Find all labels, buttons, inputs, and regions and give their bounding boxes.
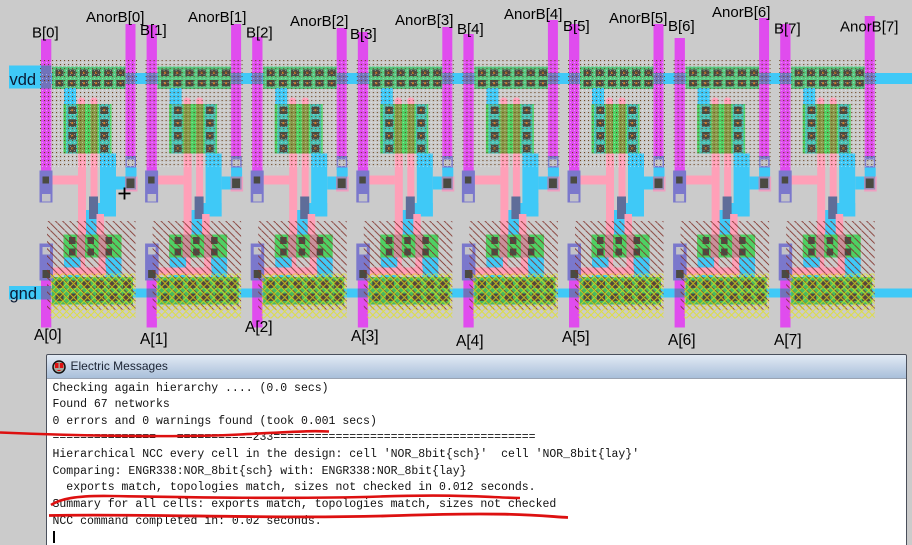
svg-text:A[2]: A[2] xyxy=(245,319,273,336)
svg-text:A[5]: A[5] xyxy=(562,329,590,346)
svg-text:A[4]: A[4] xyxy=(456,333,484,350)
svg-text:B[5]: B[5] xyxy=(563,18,590,35)
svg-text:B[2]: B[2] xyxy=(246,25,273,42)
svg-text:A[7]: A[7] xyxy=(774,332,802,349)
svg-text:AnorB[6]: AnorB[6] xyxy=(712,4,770,21)
svg-text:AnorB[2]: AnorB[2] xyxy=(290,13,348,30)
svg-text:A[6]: A[6] xyxy=(668,332,696,349)
svg-text:AnorB[7]: AnorB[7] xyxy=(840,19,898,36)
svg-text:A[3]: A[3] xyxy=(351,328,379,345)
svg-text:B[0]: B[0] xyxy=(32,25,59,42)
svg-text:B[4]: B[4] xyxy=(457,21,484,38)
svg-text:AnorB[0]: AnorB[0] xyxy=(86,9,144,26)
svg-text:vdd: vdd xyxy=(10,71,37,89)
svg-text:AnorB[3]: AnorB[3] xyxy=(395,12,453,29)
svg-text:B[7]: B[7] xyxy=(774,20,801,37)
svg-text:A[1]: A[1] xyxy=(140,331,168,348)
svg-text:B[3]: B[3] xyxy=(350,26,377,43)
svg-text:AnorB[5]: AnorB[5] xyxy=(609,10,667,27)
svg-text:B[1]: B[1] xyxy=(140,22,167,39)
svg-text:B[6]: B[6] xyxy=(668,18,695,35)
svg-text:AnorB[4]: AnorB[4] xyxy=(504,6,562,23)
svg-text:AnorB[1]: AnorB[1] xyxy=(188,9,246,26)
svg-text:gnd: gnd xyxy=(10,285,38,303)
svg-text:A[0]: A[0] xyxy=(34,327,62,344)
